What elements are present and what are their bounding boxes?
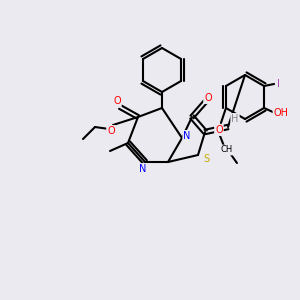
Text: I: I [277,79,280,89]
Text: H: H [231,114,239,124]
Text: O: O [113,96,121,106]
Text: N: N [139,164,147,174]
Text: O: O [215,125,223,135]
Text: N: N [183,131,191,141]
Text: O: O [204,93,212,103]
Text: CH: CH [221,146,233,154]
Text: OH: OH [274,108,289,118]
Text: O: O [107,126,115,136]
Text: S: S [203,154,209,164]
